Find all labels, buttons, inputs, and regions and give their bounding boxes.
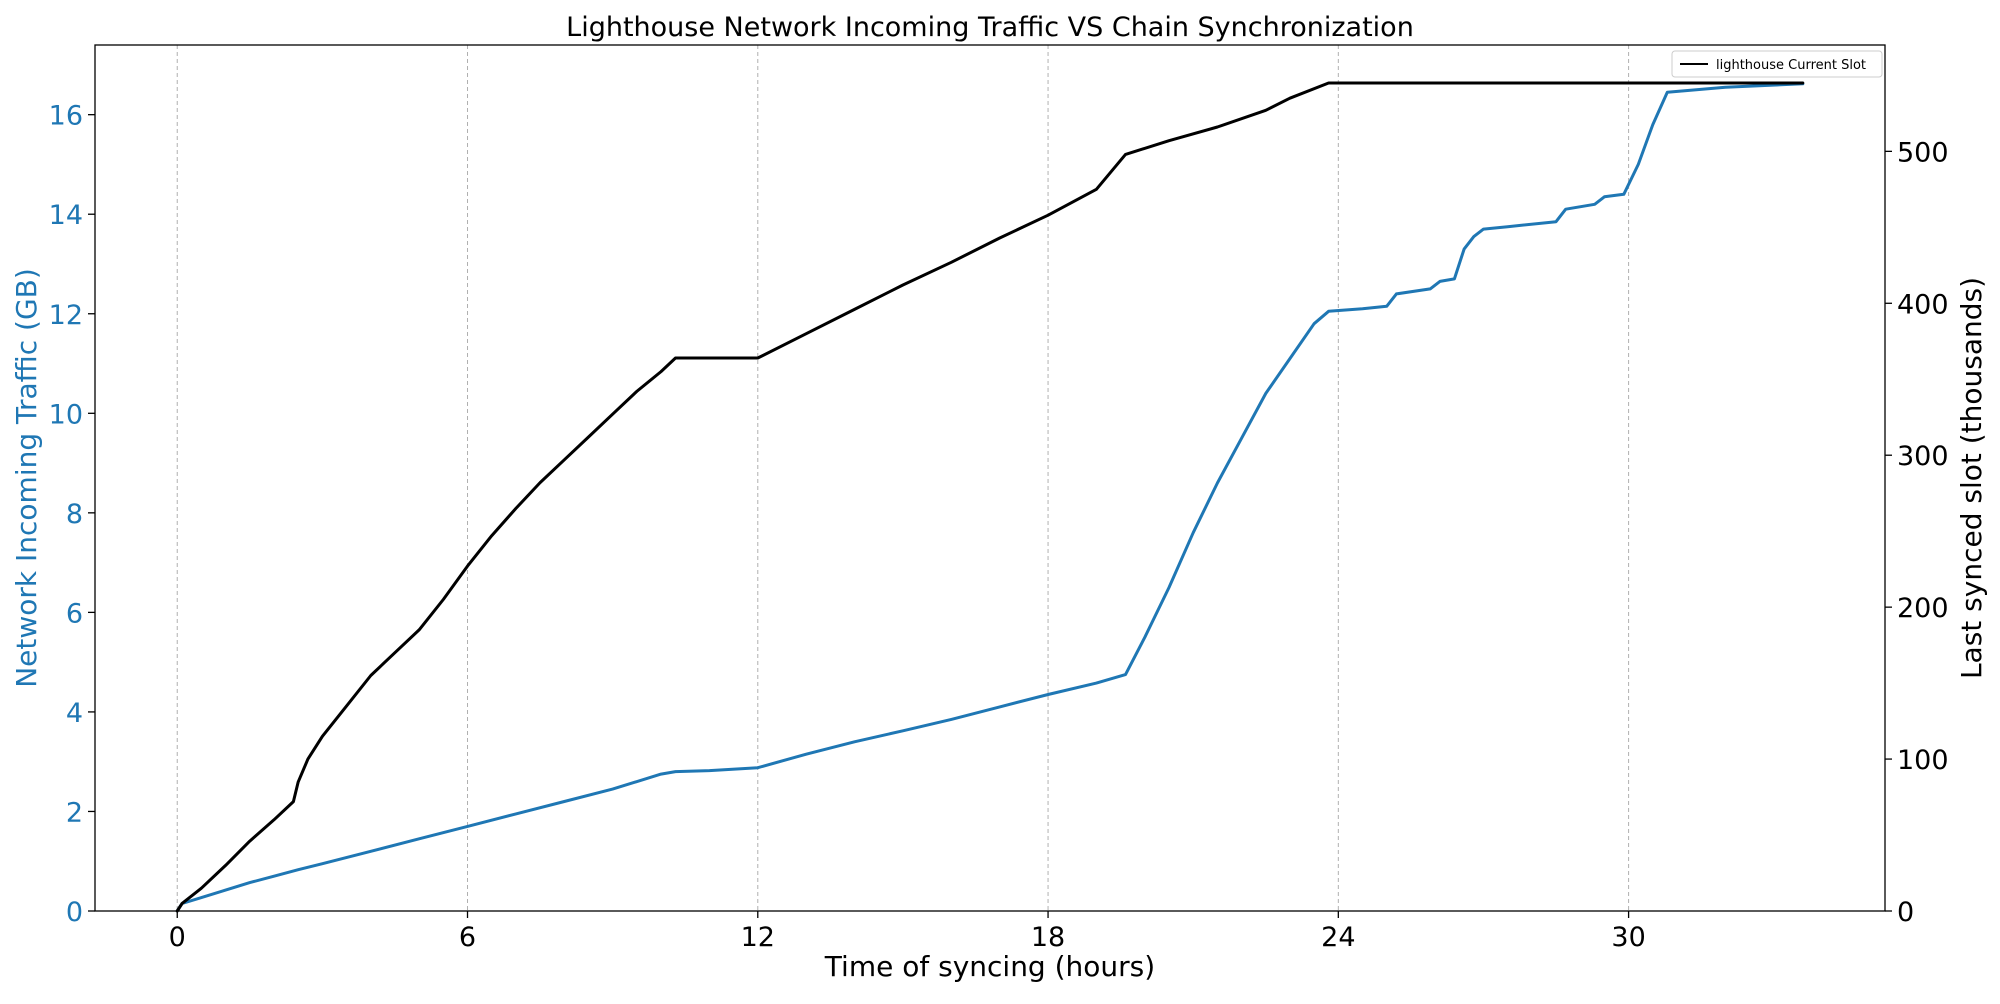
y-left-tick-label: 6: [66, 598, 83, 629]
legend-box: [1671, 50, 1883, 78]
legend-label-slot: lighthouse Current Slot: [1716, 58, 1866, 73]
plot-frame: [94, 44, 1886, 912]
x-tick-label: 12: [741, 922, 775, 953]
y-left-tick-label: 2: [66, 797, 83, 828]
y-left-tick-label: 10: [49, 399, 83, 430]
chart-title: Lighthouse Network Incoming Traffic VS C…: [566, 12, 1414, 43]
y-left-tick-label: 12: [49, 300, 83, 331]
y-right-tick-label: 500: [1897, 137, 1949, 168]
x-axis-label: Time of syncing (hours): [824, 950, 1155, 983]
y-left-tick-label: 0: [66, 897, 83, 928]
y-left-tick-label: 4: [66, 698, 83, 729]
x-tick-label: 24: [1321, 922, 1355, 953]
y-axis-left-label: Network Incoming Traffic (GB): [10, 268, 43, 688]
y-left-tick-label: 14: [49, 200, 83, 231]
legend: lighthouse Current Slot: [1671, 50, 1883, 78]
x-tick-label: 0: [169, 922, 186, 953]
y-left-tick-label: 8: [66, 499, 83, 530]
y-right-tick-label: 100: [1897, 745, 1949, 776]
y-right-tick-label: 200: [1897, 593, 1949, 624]
y-left-tick-label: 16: [49, 101, 83, 132]
x-tick-label: 18: [1031, 922, 1065, 953]
y-right-tick-label: 300: [1897, 441, 1949, 472]
y-axis-right-label: Last synced slot (thousands): [1955, 277, 1988, 679]
x-tick-label: 6: [459, 922, 476, 953]
series-line-traffic: [175, 82, 1805, 913]
y-right-tick-label: 400: [1897, 289, 1949, 320]
series-line-slot: [175, 81, 1805, 913]
x-tick-label: 30: [1611, 922, 1645, 953]
y-right-tick-label: 0: [1897, 897, 1914, 928]
